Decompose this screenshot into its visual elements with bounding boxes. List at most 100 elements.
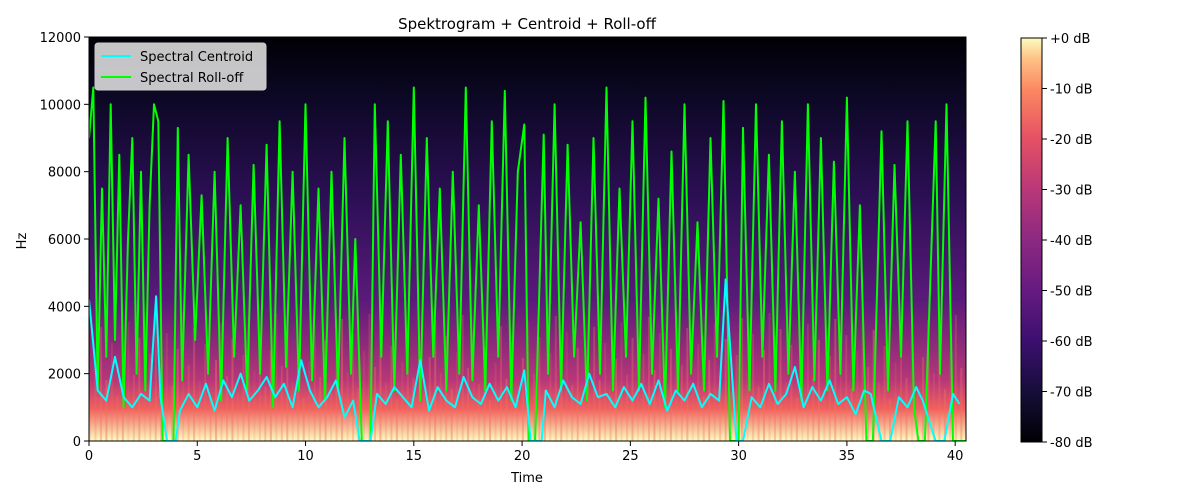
series-rolloff-line: [89, 86, 966, 441]
spectrogram-band: [193, 328, 196, 441]
series-centroid-line: [89, 278, 961, 441]
spectrogram-band: [346, 372, 349, 441]
spectrogram-band: [631, 338, 634, 441]
spectrogram-band: [757, 387, 760, 441]
spectrogram-band: [264, 387, 267, 441]
spectrogram-band: [280, 366, 283, 441]
x-tick-label: 0: [85, 449, 93, 464]
spectrogram-band: [428, 357, 431, 441]
spectrogram-band: [905, 378, 908, 441]
spectrogram-band: [138, 338, 141, 441]
spectrogram-band: [313, 324, 316, 441]
spectrogram-band: [642, 354, 645, 441]
x-axis-label: Time: [510, 471, 543, 486]
spectrogram-band: [99, 327, 102, 441]
spectrogram-band: [828, 356, 831, 441]
spectrogram-band: [341, 319, 344, 441]
spectrogram-band: [889, 399, 892, 441]
spectrogram-band: [669, 349, 672, 441]
spectrogram-band: [675, 312, 678, 441]
x-tick-label: 35: [839, 449, 856, 464]
spectrogram-band: [302, 398, 305, 441]
spectrogram-band: [478, 384, 481, 441]
spectrogram-band: [686, 328, 689, 441]
spectrogram-band: [538, 337, 541, 441]
chart-title: Spektrogram + Centroid + Roll-off: [398, 15, 656, 33]
spectrogram-band: [900, 325, 903, 441]
spectrogram-band: [604, 343, 607, 441]
spectrogram-band: [89, 401, 91, 441]
spectrogram-band: [691, 381, 694, 441]
spectrogram-band: [198, 381, 201, 441]
spectrogram-band: [943, 389, 946, 441]
spectrogram-band: [609, 396, 612, 441]
spectrogram-band: [171, 386, 174, 441]
spectrogram-band: [883, 346, 886, 441]
spectrogram-band: [176, 349, 179, 441]
spectrogram-band: [571, 385, 574, 441]
colorbar-tick-label: -40 dB: [1050, 234, 1093, 249]
spectrogram-band: [297, 345, 300, 441]
spectrogram-band: [352, 335, 355, 441]
y-axis-label: Hz: [15, 233, 30, 250]
spectrogram-band: [187, 365, 190, 441]
spectrogram-band: [532, 374, 535, 441]
spectrogram-band: [231, 339, 234, 441]
spectrogram-band: [894, 362, 897, 441]
spectrogram-band: [713, 323, 716, 441]
spectrogram-band: [620, 322, 623, 441]
spectrogram-band: [143, 391, 146, 441]
spectrogram-band: [615, 359, 618, 441]
spectrogram-band: [752, 334, 755, 441]
spectrogram-band: [247, 318, 250, 441]
spectrogram-band: [911, 341, 913, 441]
spectrogram-band: [269, 350, 272, 441]
y-tick-label: 10000: [40, 98, 81, 113]
colorbar-tick-label: -70 dB: [1050, 386, 1093, 401]
spectrogram-band: [735, 355, 738, 441]
spectrogram-band: [779, 329, 782, 441]
spectrogram-band: [423, 394, 426, 441]
spectrogram-band: [741, 318, 744, 441]
x-tick-label: 10: [297, 449, 314, 464]
spectrogram-band: [521, 358, 524, 441]
legend-centroid-label: Spectral Centroid: [140, 50, 253, 65]
spectrogram-band: [719, 376, 722, 441]
spectrogram-band: [834, 319, 837, 441]
series-layer: [89, 86, 966, 441]
spectrogram-band: [647, 317, 650, 441]
y-axis: 0 2000 4000 6000 8000 10000 12000: [40, 31, 89, 450]
spectrogram-band: [494, 363, 497, 441]
y-tick-label: 0: [73, 435, 81, 450]
spectrogram-band: [127, 322, 130, 441]
y-tick-label: 12000: [40, 31, 81, 46]
colorbar-tick-label: -20 dB: [1050, 133, 1093, 148]
spectrogram-band: [587, 364, 590, 441]
spectrogram-band: [406, 325, 409, 441]
spectrogram-band: [286, 329, 289, 441]
plot-area: [88, 36, 967, 442]
spectrogram-band: [790, 345, 793, 441]
spectrogram-band: [308, 361, 311, 441]
spectrogram-band: [401, 362, 404, 441]
spectrogram-band: [774, 366, 776, 441]
spectrogram-band: [384, 383, 387, 441]
spectrogram-band: [543, 390, 546, 441]
spectrogram-band: [784, 382, 787, 441]
spectrogram-band: [708, 360, 711, 441]
spectrogram-band: [105, 380, 108, 441]
spectrogram-band: [215, 360, 218, 441]
spectrogram-band: [379, 330, 382, 441]
spectrogram-band: [856, 351, 859, 441]
y-tick-label: 6000: [48, 233, 81, 248]
spectrogram-band: [795, 398, 798, 441]
spectrogram-band: [806, 324, 809, 441]
colorbar-tick-label: +0 dB: [1050, 32, 1090, 47]
spectrogram-band: [154, 317, 157, 441]
spectrogram-band: [330, 393, 333, 441]
colorbar-tick-label: -10 dB: [1050, 83, 1093, 98]
spectrogram-band: [357, 388, 360, 441]
x-tick-label: 30: [730, 449, 747, 464]
spectrogram-band: [417, 341, 420, 441]
